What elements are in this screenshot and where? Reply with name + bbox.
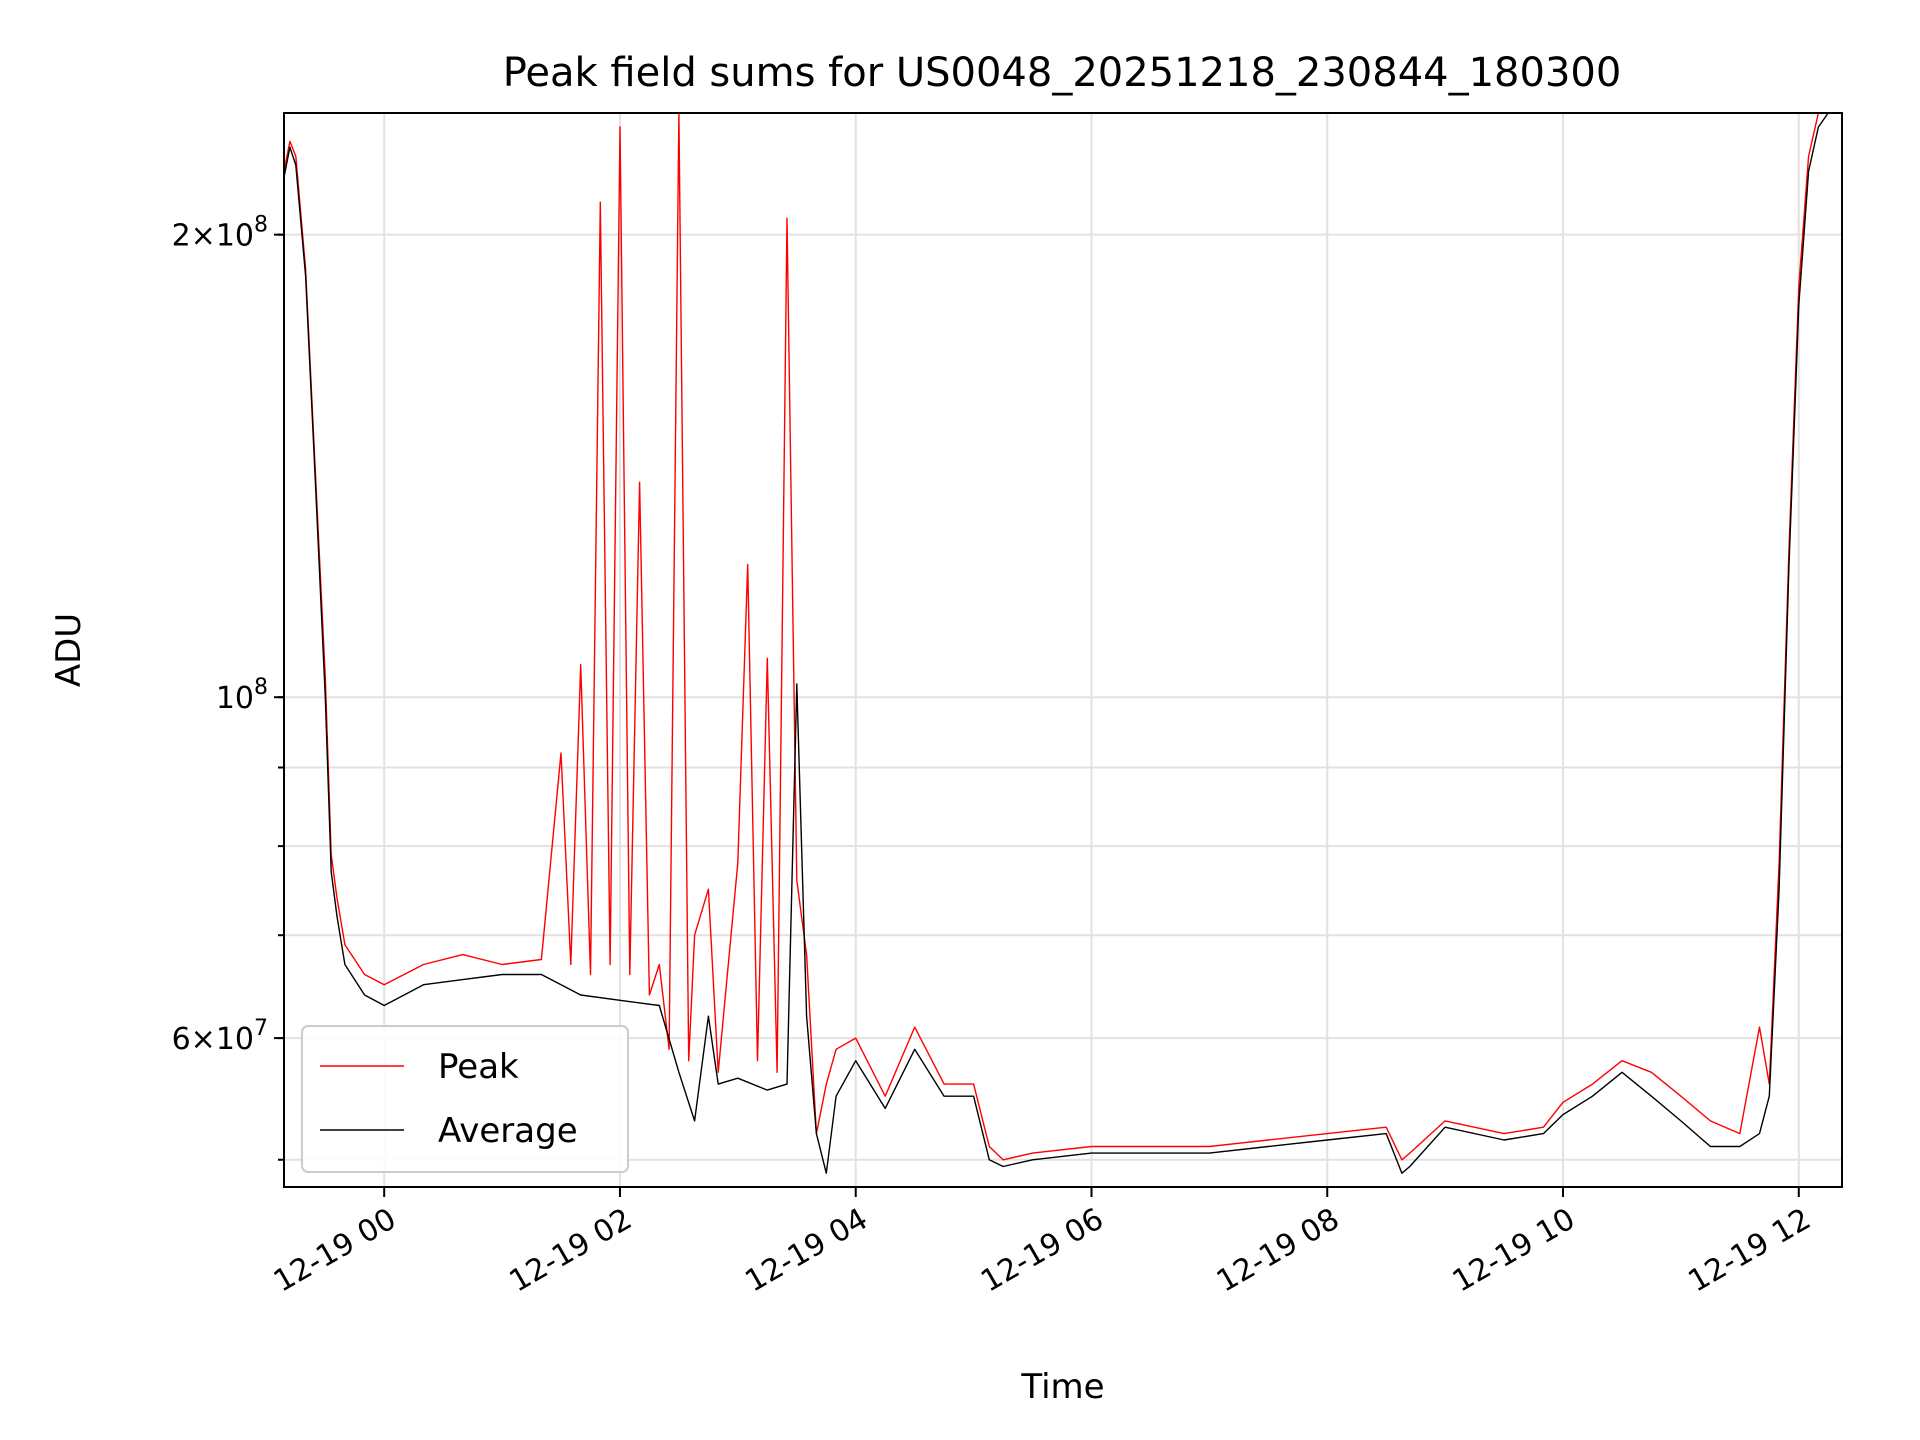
y-tick-label: 6×107 [172, 1016, 268, 1057]
series-line-average [284, 113, 1842, 1174]
y-tick-base: 10 [216, 219, 254, 254]
y-tick-mantissa: 6 [172, 1022, 191, 1057]
y-axis-label: ADU [49, 613, 89, 687]
y-tick-times: × [191, 219, 216, 254]
y-tick-mantissa: 2 [172, 219, 191, 254]
y-tick-base: 10 [216, 681, 254, 716]
y-tick-exponent: 8 [254, 675, 268, 700]
y-tick-label: 2×108 [172, 213, 268, 254]
legend-box [301, 1025, 629, 1173]
plot-frame [283, 112, 1843, 1188]
chart-title: Peak field sums for US0048_20251218_2308… [503, 50, 1622, 96]
legend-label-average: Average [438, 1111, 578, 1151]
y-tick-label: 108 [216, 675, 268, 716]
series-layer [284, 113, 1842, 1174]
y-tick-base: 10 [216, 1022, 254, 1057]
legend-label-peak: Peak [438, 1047, 519, 1087]
series-line-peak [284, 113, 1842, 1161]
y-tick-times: × [191, 1022, 216, 1057]
grid-lines [284, 113, 1842, 1187]
legend: Peak Average [301, 1025, 629, 1173]
y-tick-exponent: 7 [254, 1016, 268, 1041]
y-tick-exponent: 8 [254, 213, 268, 238]
x-axis-label: Time [1020, 1367, 1104, 1407]
